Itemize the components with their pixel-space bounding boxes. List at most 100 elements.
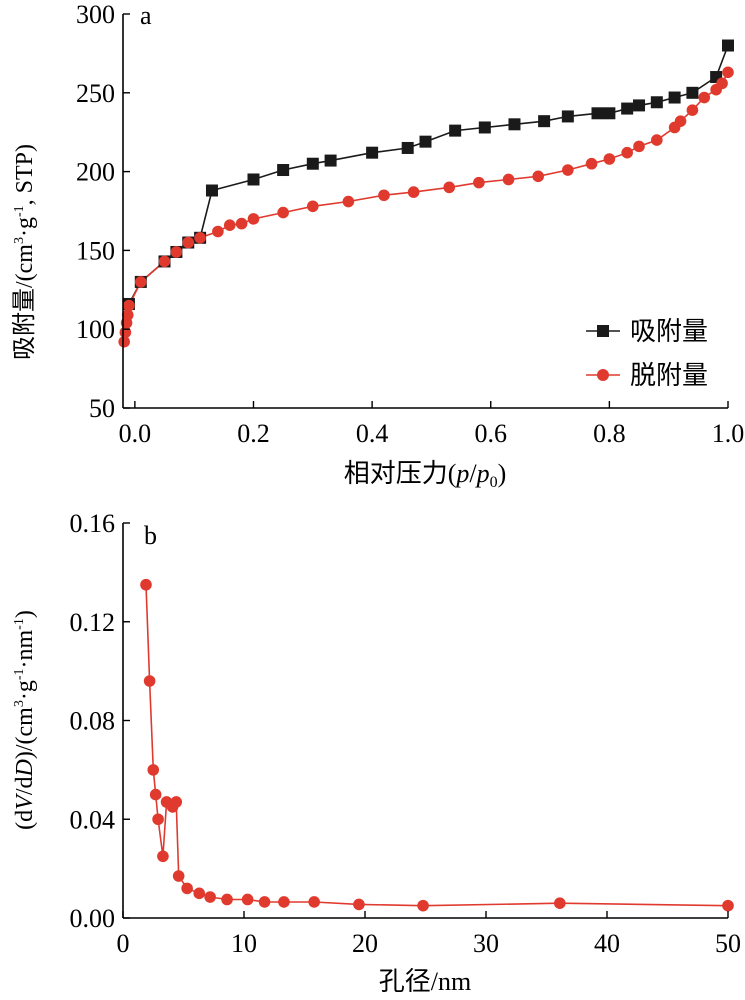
- data-point-circle: [698, 91, 711, 104]
- data-point-circle: [204, 891, 216, 903]
- x-tick-label: 10: [231, 929, 257, 958]
- data-point-square: [538, 115, 551, 128]
- data-point-square: [401, 141, 414, 154]
- data-point-circle: [241, 893, 254, 906]
- panel-b-pore-size-distribution: 0 10 20 30 40 50 0.00 0.04 0.08 0.12 0.16 b 孔径/nm…: [12, 509, 741, 996]
- data-point-circle: [118, 336, 130, 348]
- data-point-square: [633, 99, 646, 112]
- data-point-circle: [158, 255, 171, 268]
- data-point-circle: [722, 66, 734, 79]
- data-point-circle: [170, 796, 183, 808]
- data-point-square: [419, 135, 432, 148]
- x-tick-label: 0.0: [119, 419, 152, 448]
- panel-b-axes: [122, 523, 728, 919]
- y-tick-label: 100: [76, 315, 115, 344]
- series-line-1: [145, 584, 729, 907]
- data-point-circle: [562, 164, 574, 176]
- panel-b-series-lines: [145, 584, 729, 907]
- panel-b-label: b: [144, 521, 157, 550]
- data-point-circle: [258, 896, 271, 908]
- y-tick-label: 150: [76, 236, 115, 265]
- data-point-circle: [473, 176, 485, 189]
- data-point-square: [621, 102, 634, 115]
- data-point-square: [591, 107, 604, 120]
- data-point-circle: [277, 206, 289, 219]
- panel-a-adsorption-isotherm: 0.0 0.2 0.4 0.6 0.8 1.0 50 100 150 200 250 300 a 相…: [11, 0, 744, 491]
- data-point-square: [449, 124, 462, 137]
- x-tick-label: 0.6: [474, 419, 507, 448]
- data-point-circle: [621, 146, 633, 159]
- data-point-circle: [149, 788, 162, 801]
- data-point-circle: [223, 219, 236, 231]
- data-point-square: [668, 91, 681, 104]
- data-point-circle: [152, 813, 164, 826]
- x-tick-label: 0: [117, 929, 130, 958]
- panel-a-y-ticks: 50 100 150 200 250 300: [76, 0, 130, 423]
- data-point-square: [205, 184, 218, 197]
- data-point-square: [508, 118, 521, 131]
- data-point-square: [603, 107, 616, 120]
- y-tick-label: 0.16: [70, 509, 116, 538]
- data-point-circle: [278, 896, 290, 908]
- panel-a-label: a: [140, 1, 152, 30]
- data-point-circle: [353, 898, 365, 911]
- panel-b-x-axis-label: 孔径/nm: [379, 967, 471, 996]
- data-point-circle: [140, 578, 152, 591]
- y-tick-label: 50: [89, 394, 115, 423]
- data-point-circle: [378, 189, 390, 202]
- data-point-circle: [123, 299, 135, 312]
- data-point-square: [306, 157, 319, 170]
- y-tick-label: 250: [76, 79, 115, 108]
- data-point-circle: [134, 276, 147, 288]
- data-point-circle: [308, 896, 320, 908]
- data-point-circle: [585, 157, 598, 170]
- data-point-square: [277, 164, 290, 177]
- x-tick-label: 0.2: [237, 419, 270, 448]
- data-point-circle: [221, 893, 233, 906]
- data-point-circle: [143, 675, 156, 687]
- data-point-circle: [443, 181, 456, 194]
- y-tick-label: 0.12: [70, 608, 116, 637]
- data-point-circle: [194, 231, 206, 244]
- data-point-circle: [181, 882, 193, 895]
- data-point-circle: [716, 77, 728, 90]
- data-point-circle: [147, 764, 160, 776]
- data-point-square: [324, 154, 337, 167]
- panel-a-series-points: [118, 39, 734, 348]
- data-point-circle: [170, 246, 183, 258]
- legend-adsorption-label: 吸附量: [630, 317, 708, 346]
- y-tick-label: 300: [76, 0, 115, 29]
- data-point-circle: [674, 115, 687, 127]
- panel-a-legend: 吸附量 脱附量: [586, 317, 708, 390]
- y-tick-label: 0.08: [70, 707, 116, 736]
- data-point-square: [561, 110, 574, 123]
- data-point-circle: [182, 236, 195, 249]
- data-point-circle: [193, 887, 206, 900]
- legend-desorption-label: 脱附量: [630, 361, 708, 390]
- data-point-circle: [532, 170, 544, 183]
- y-tick-label: 0.00: [70, 904, 116, 933]
- data-point-circle: [307, 200, 319, 213]
- data-point-square: [247, 173, 260, 186]
- legend-desorption-marker: [597, 369, 609, 381]
- data-point-circle: [121, 309, 134, 321]
- data-point-circle: [172, 870, 185, 882]
- series-line-2: [123, 71, 729, 342]
- data-point-square: [478, 121, 491, 134]
- data-point-circle: [342, 195, 355, 208]
- legend-adsorption-marker: [597, 325, 609, 337]
- series-line-1: [128, 45, 729, 305]
- data-point-circle: [502, 173, 515, 186]
- data-point-circle: [235, 217, 248, 230]
- data-point-circle: [722, 899, 734, 912]
- x-tick-label: 40: [594, 929, 620, 958]
- data-point-circle: [651, 134, 663, 146]
- data-point-square: [366, 146, 379, 159]
- x-tick-label: 0.4: [356, 419, 389, 448]
- y-tick-label: 0.04: [70, 805, 116, 834]
- data-point-circle: [407, 186, 420, 198]
- x-tick-label: 30: [473, 929, 499, 958]
- panel-b-y-axis-label: (dV/dD)/(cm3·g-1·nm-1): [12, 610, 38, 830]
- panel-b-x-ticks: 0 10 20 30 40 50: [117, 911, 741, 958]
